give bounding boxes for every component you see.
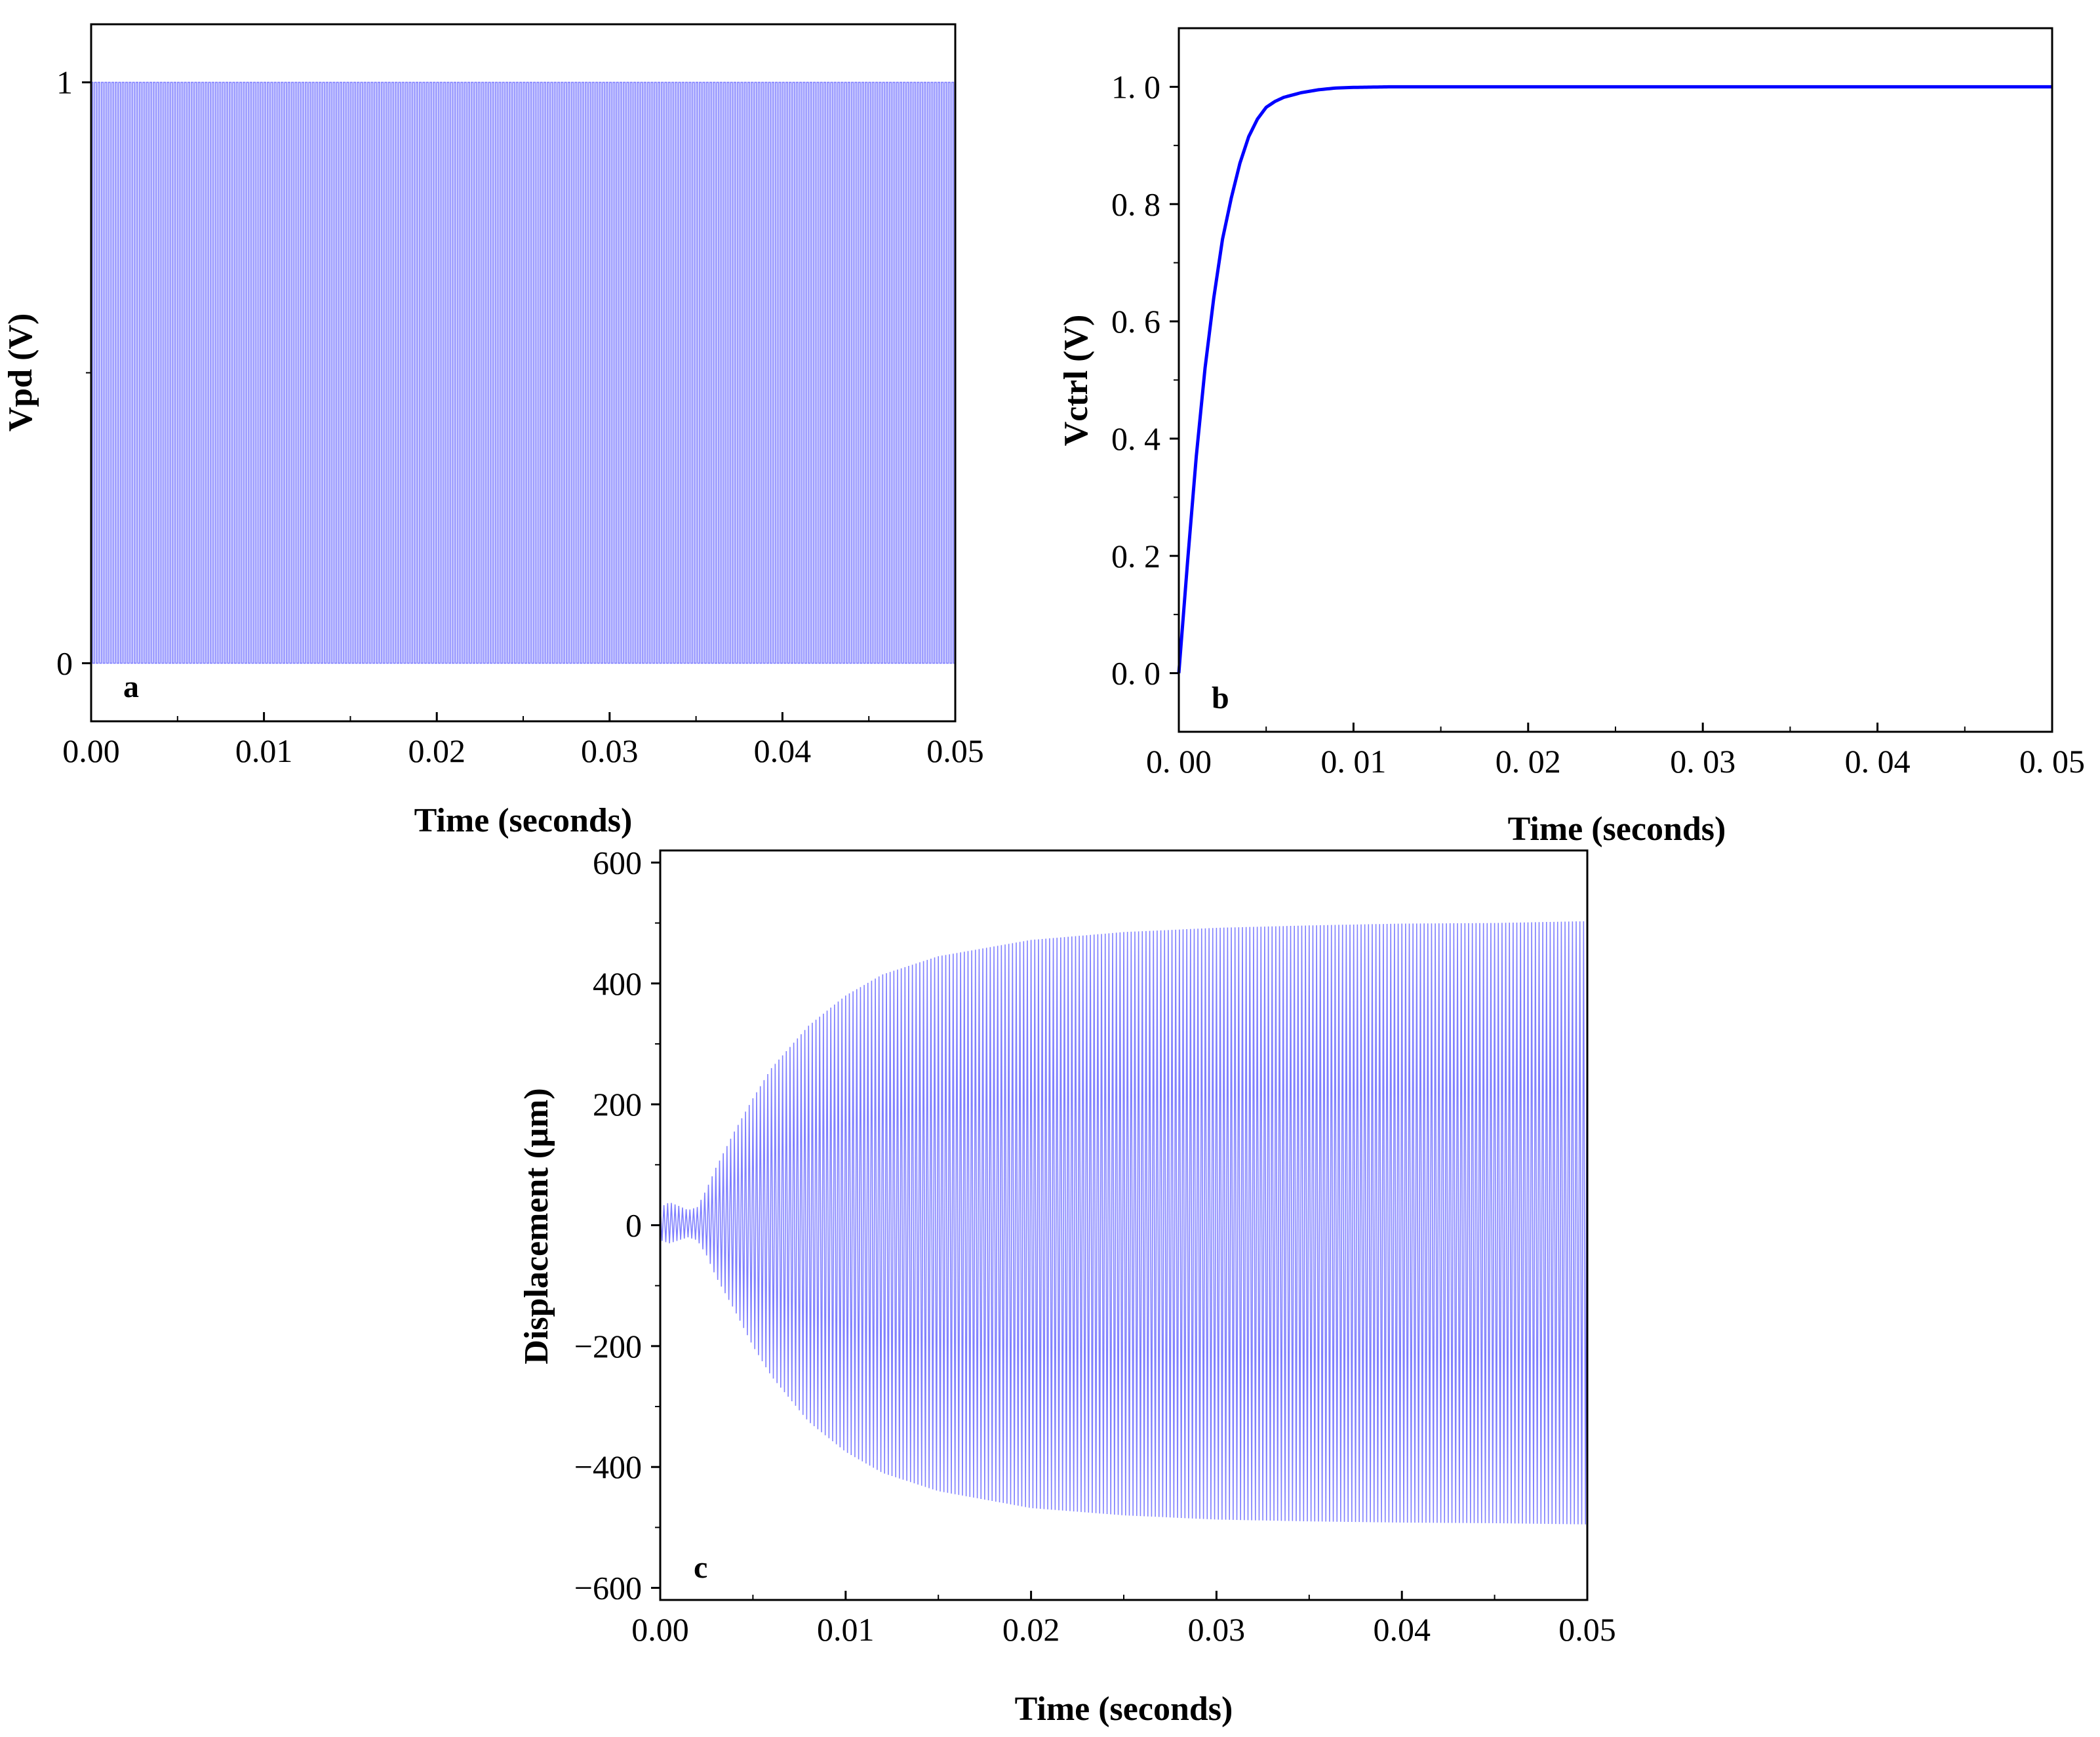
plot-frame xyxy=(1178,27,2053,733)
y-tick-label: −600 xyxy=(574,1570,642,1607)
y-axis-title: Displacement (µm) xyxy=(518,1088,555,1364)
x-tick-label: 0.01 xyxy=(235,732,293,769)
axis-ticks: 0. 00 0. 01 0. 02 0. 03 0. 04 0. 05 0. 0 0. 2 0.… xyxy=(1111,68,2085,780)
y-tick-label: 0. 0 xyxy=(1111,655,1160,692)
y-tick-label: 600 xyxy=(593,844,642,881)
displacement-oscillation-series xyxy=(660,921,1588,1525)
panel-a-vpd: 0.00 0.01 0.02 0.03 0.04 0.05 0 1 a Time (secon… xyxy=(2,23,984,839)
panel-c-displacement: 0.00 0.01 0.02 0.03 0.04 0.05 −600 −400 −200 0 200… xyxy=(518,844,1616,1728)
vctrl-curve-series xyxy=(1177,85,2052,673)
x-tick-label: 0. 02 xyxy=(1496,743,1561,780)
y-tick-label: 0 xyxy=(625,1207,642,1244)
x-tick-label: 0.04 xyxy=(754,732,812,769)
x-tick-label: 0.05 xyxy=(926,732,984,769)
y-tick-label: 200 xyxy=(593,1086,642,1123)
axis-ticks: 0.00 0.01 0.02 0.03 0.04 0.05 −600 −400 −200 0 200… xyxy=(574,844,1616,1648)
x-tick-label: 0. 00 xyxy=(1146,743,1212,780)
x-tick-label: 0.02 xyxy=(408,732,466,769)
y-tick-label: 0. 4 xyxy=(1111,420,1160,457)
y-tick-label: 400 xyxy=(593,965,642,1002)
x-axis-title: Time (seconds) xyxy=(1508,810,1726,848)
x-tick-label: 0. 05 xyxy=(2019,743,2085,780)
x-tick-label: 0. 03 xyxy=(1670,743,1735,780)
x-axis-title: Time (seconds) xyxy=(1015,1690,1233,1728)
x-tick-label: 0.03 xyxy=(581,732,639,769)
x-tick-label: 0.00 xyxy=(62,732,120,769)
y-tick-label: −400 xyxy=(574,1448,642,1485)
panel-label-c: c xyxy=(694,1550,707,1585)
y-tick-label: 0. 2 xyxy=(1111,538,1160,574)
vpd-square-wave-line xyxy=(90,81,955,664)
panel-b-vctrl: 0. 00 0. 01 0. 02 0. 03 0. 04 0. 05 0. 0 0. 2 0.… xyxy=(1058,27,2085,848)
y-tick-label: −200 xyxy=(574,1328,642,1365)
y-tick-label: 1. 0 xyxy=(1111,68,1160,105)
axis-ticks: 0.00 0.01 0.02 0.03 0.04 0.05 0 1 xyxy=(56,64,984,769)
x-tick-label: 0.03 xyxy=(1188,1611,1246,1648)
x-tick-label: 0.01 xyxy=(817,1611,875,1648)
y-axis-title: Vpd (V) xyxy=(2,313,39,432)
panel-label-b: b xyxy=(1212,681,1229,715)
x-tick-label: 0.04 xyxy=(1373,1611,1431,1648)
displacement-line xyxy=(660,921,1588,1525)
y-axis-title: Vctrl (V) xyxy=(1058,315,1095,447)
y-tick-label: 0. 6 xyxy=(1111,303,1160,340)
y-tick-label: 1 xyxy=(56,64,73,101)
x-tick-label: 0.02 xyxy=(1002,1611,1060,1648)
x-axis-title: Time (seconds) xyxy=(414,802,633,839)
x-tick-label: 0. 04 xyxy=(1845,743,1911,780)
vctrl-line xyxy=(1177,85,2052,673)
y-tick-label: 0 xyxy=(56,645,73,681)
x-tick-label: 0.00 xyxy=(631,1611,689,1648)
x-tick-label: 0.05 xyxy=(1558,1611,1616,1648)
vpd-square-wave-series xyxy=(90,81,955,664)
x-tick-label: 0. 01 xyxy=(1320,743,1386,780)
panel-label-a: a xyxy=(123,669,139,704)
y-tick-label: 0. 8 xyxy=(1111,186,1160,222)
